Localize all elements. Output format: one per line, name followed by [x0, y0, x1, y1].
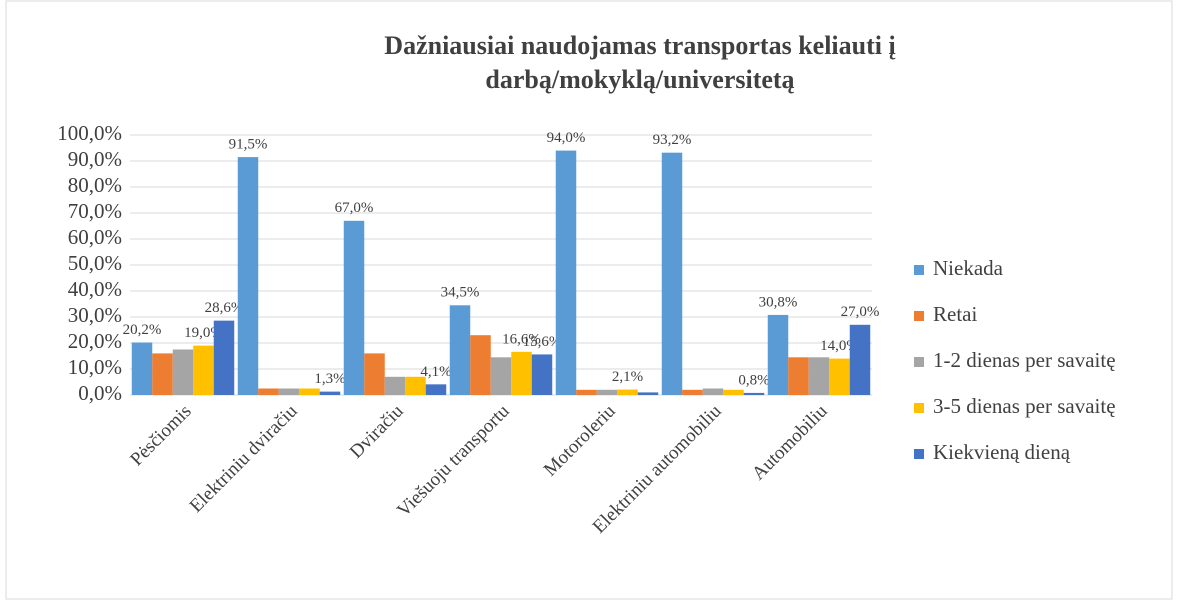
- bar: [299, 388, 320, 395]
- bar: [405, 376, 426, 395]
- bar: [258, 388, 279, 395]
- bar: [617, 389, 638, 395]
- data-label: 4,1%: [420, 364, 451, 380]
- legend-swatch: [914, 403, 924, 413]
- legend-label: 3-5 dienas per savaitę: [933, 394, 1116, 418]
- bar: [425, 384, 447, 395]
- legend-swatch: [914, 311, 924, 321]
- y-tick-label: 40,0%: [68, 277, 122, 301]
- data-label: 67,0%: [335, 200, 374, 216]
- y-tick-label: 10,0%: [68, 355, 122, 379]
- legend-swatch: [914, 357, 924, 367]
- bar: [829, 358, 850, 395]
- bar: [449, 305, 471, 395]
- bar: [384, 376, 406, 395]
- chart-title: darbą/mokyklą/universitetą: [485, 65, 794, 94]
- bar: [767, 314, 789, 395]
- bar: [788, 357, 809, 395]
- y-tick-label: 0,0%: [78, 381, 122, 405]
- data-label: 28,6%: [205, 300, 244, 316]
- bar: [637, 392, 659, 395]
- y-tick-label: 60,0%: [68, 225, 122, 249]
- bar: [743, 392, 765, 395]
- data-label: 20,2%: [123, 322, 162, 338]
- bar: [237, 157, 259, 395]
- bar: [152, 353, 173, 395]
- bar: [213, 320, 235, 395]
- y-tick-label: 100,0%: [57, 121, 122, 145]
- data-label: 94,0%: [547, 130, 586, 146]
- bar: [172, 349, 194, 395]
- bar: [702, 388, 724, 395]
- legend-swatch: [914, 265, 924, 275]
- bar: [723, 389, 744, 395]
- data-label: 0,8%: [738, 372, 769, 388]
- bar: [490, 357, 512, 395]
- bar: [808, 357, 830, 395]
- data-label: 15,6%: [523, 334, 562, 350]
- legend-label: Niekada: [933, 256, 1004, 280]
- bar: [364, 353, 385, 395]
- bar: [278, 388, 300, 395]
- y-tick-label: 90,0%: [68, 147, 122, 171]
- data-label: 14,0%: [820, 338, 859, 354]
- data-label: 19,0%: [184, 325, 223, 341]
- bar: [596, 389, 618, 395]
- data-label: 93,2%: [653, 132, 692, 148]
- y-tick-label: 30,0%: [68, 303, 122, 327]
- bar: [193, 345, 214, 395]
- y-tick-label: 80,0%: [68, 173, 122, 197]
- data-label: 1,3%: [314, 371, 345, 387]
- bar: [555, 150, 577, 395]
- legend-label: Kiekvieną dieną: [933, 440, 1071, 464]
- legend-label: 1-2 dienas per savaitę: [933, 348, 1116, 372]
- data-label: 2,1%: [612, 369, 643, 385]
- data-label: 30,8%: [759, 294, 798, 310]
- data-label: 16,6%: [502, 331, 541, 347]
- data-label: 91,5%: [229, 137, 268, 153]
- bar: [131, 342, 153, 395]
- chart-frame: [5, 0, 1173, 600]
- bar: [849, 324, 871, 395]
- y-tick-label: 20,0%: [68, 329, 122, 353]
- y-tick-label: 50,0%: [68, 251, 122, 275]
- bar: [511, 351, 532, 395]
- bar: [470, 335, 491, 395]
- legend-swatch: [914, 449, 924, 459]
- data-label: 34,5%: [441, 285, 480, 301]
- y-tick-label: 70,0%: [68, 199, 122, 223]
- bar: [319, 391, 341, 395]
- bar: [576, 389, 597, 395]
- bar: [682, 389, 703, 395]
- chart-title: Dažniausiai naudojamas transportas kelia…: [384, 31, 895, 60]
- bar: [531, 354, 553, 395]
- bar: [343, 220, 365, 395]
- legend-label: Retai: [933, 302, 977, 326]
- data-label: 27,0%: [841, 304, 880, 320]
- bar: [661, 152, 683, 395]
